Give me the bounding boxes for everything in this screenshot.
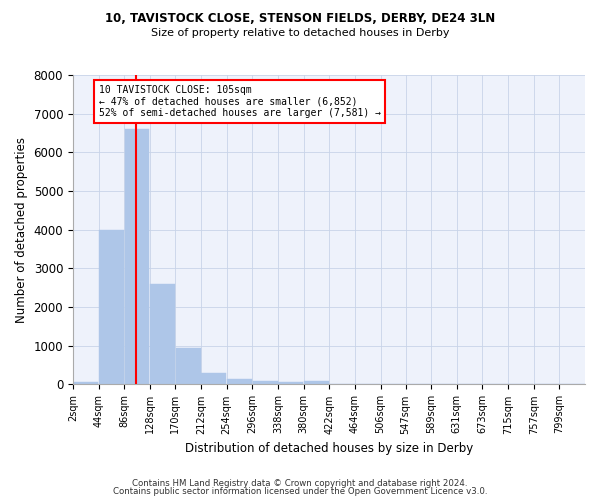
Text: 10, TAVISTOCK CLOSE, STENSON FIELDS, DERBY, DE24 3LN: 10, TAVISTOCK CLOSE, STENSON FIELDS, DER… <box>105 12 495 26</box>
Bar <box>304 380 329 384</box>
Text: Size of property relative to detached houses in Derby: Size of property relative to detached ho… <box>151 28 449 38</box>
Text: Contains HM Land Registry data © Crown copyright and database right 2024.: Contains HM Land Registry data © Crown c… <box>132 478 468 488</box>
Bar <box>227 378 252 384</box>
Bar <box>73 382 98 384</box>
X-axis label: Distribution of detached houses by size in Derby: Distribution of detached houses by size … <box>185 442 473 455</box>
Bar <box>125 129 149 384</box>
Bar <box>202 373 226 384</box>
Y-axis label: Number of detached properties: Number of detached properties <box>15 136 28 322</box>
Bar <box>99 230 124 384</box>
Bar <box>253 380 278 384</box>
Bar <box>278 382 303 384</box>
Bar <box>176 348 200 385</box>
Bar <box>150 284 175 384</box>
Text: 10 TAVISTOCK CLOSE: 105sqm
← 47% of detached houses are smaller (6,852)
52% of s: 10 TAVISTOCK CLOSE: 105sqm ← 47% of deta… <box>98 84 380 118</box>
Text: Contains public sector information licensed under the Open Government Licence v3: Contains public sector information licen… <box>113 487 487 496</box>
